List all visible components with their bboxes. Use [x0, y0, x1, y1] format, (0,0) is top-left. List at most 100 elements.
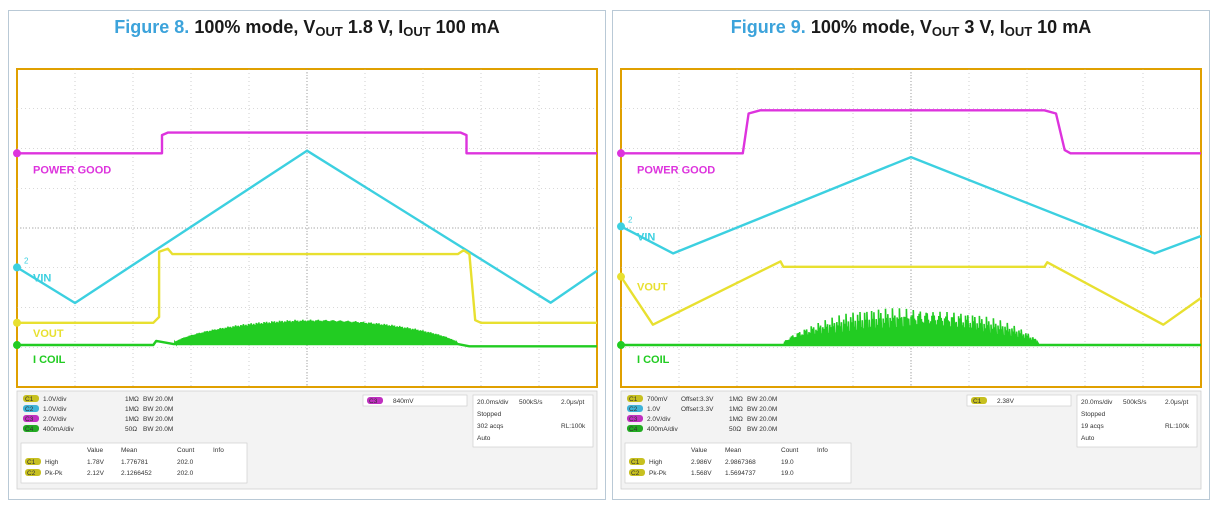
- timebase-tdiv: 20.0ms/div: [477, 399, 509, 406]
- trace-label: VOUT: [637, 282, 668, 294]
- figure-label: Figure 8.: [114, 17, 189, 37]
- channel-badge-text: C2: [25, 406, 34, 413]
- channel-bandwidth: BW 20.0M: [143, 426, 173, 433]
- channel-marker: [617, 341, 625, 349]
- channel-badge-text: C2: [629, 406, 638, 413]
- channel-marker-label: 2: [24, 256, 29, 265]
- trace-label: I COIL: [33, 354, 66, 366]
- oscilloscope-capture: POWER GOOD 2 VIN VOUT I COIL C1 700mV Offset:3.…: [617, 65, 1205, 493]
- figure-title: Figure 9. 100% mode, VOUT 3 V, IOUT 10 m…: [613, 17, 1209, 39]
- channel-offset: Offset:3.3V: [681, 406, 714, 413]
- timebase-res: 2.0μs/pt: [561, 399, 584, 406]
- measurement-channel-text: C1: [631, 459, 640, 466]
- measurement-name: Pk-Pk: [649, 470, 667, 477]
- measurement-name: High: [45, 459, 59, 466]
- measurement-header: Mean: [725, 447, 742, 454]
- channel-marker: [13, 263, 21, 271]
- timebase-state: Stopped: [1081, 411, 1106, 418]
- timebase-rate: 500kS/s: [1123, 399, 1147, 406]
- trace-label: POWER GOOD: [637, 164, 715, 176]
- measurement-mean: 2.9867368: [725, 459, 756, 466]
- measurement-mean: 1.5694737: [725, 470, 756, 477]
- title-part: 100% mode, V: [811, 17, 932, 37]
- measurement-mean: 1.776781: [121, 459, 148, 466]
- channel-scale: 1.0V/div: [43, 396, 67, 403]
- trace-label: POWER GOOD: [33, 164, 111, 176]
- measurement-header: Count: [781, 447, 799, 454]
- channel-marker: [13, 319, 21, 327]
- trigger-level: 2.38V: [997, 398, 1015, 405]
- channel-badge-text: C1: [629, 396, 638, 403]
- channel-scale: 700mV: [647, 396, 668, 403]
- channel-bandwidth: BW 20.0M: [747, 396, 777, 403]
- measurement-header: Mean: [121, 447, 138, 454]
- measurement-count: 202.0: [177, 459, 194, 466]
- channel-badge-text: C4: [25, 426, 34, 433]
- channel-impedance: 50Ω: [729, 426, 741, 433]
- channel-impedance: 1MΩ: [125, 406, 139, 413]
- figure-9: Figure 9. 100% mode, VOUT 3 V, IOUT 10 m…: [612, 10, 1210, 500]
- measurement-value: 1.568V: [691, 470, 712, 477]
- channel-impedance: 1MΩ: [729, 416, 743, 423]
- channel-bandwidth: BW 20.0M: [143, 396, 173, 403]
- channel-badge-text: C4: [629, 426, 638, 433]
- trace-label: VOUT: [33, 328, 64, 340]
- channel-impedance: 1MΩ: [729, 396, 743, 403]
- channel-bandwidth: BW 20.0M: [747, 416, 777, 423]
- channel-bandwidth: BW 20.0M: [143, 416, 173, 423]
- channel-offset: Offset:3.3V: [681, 396, 714, 403]
- channel-scale: 400mA/div: [647, 426, 678, 433]
- timebase-record-length: RL:100k: [1165, 423, 1190, 430]
- timebase-record-length: RL:100k: [561, 423, 586, 430]
- measurement-header: Value: [87, 447, 104, 454]
- channel-badge-text: C1: [25, 396, 34, 403]
- measurement-channel-text: C2: [27, 470, 36, 477]
- measurement-channel-text: C1: [27, 459, 36, 466]
- channel-impedance: 1MΩ: [729, 406, 743, 413]
- title-part: 100% mode, V: [194, 17, 315, 37]
- timebase-res: 2.0μs/pt: [1165, 399, 1188, 406]
- oscilloscope-capture: POWER GOOD 2 VIN VOUT I COIL C1 1.0V/div 1MΩ BW …: [13, 65, 601, 493]
- channel-marker-label: 2: [628, 215, 633, 224]
- title-subscript: OUT: [932, 24, 959, 39]
- trigger-channel-text: C1: [973, 398, 982, 405]
- trace-label: I COIL: [637, 354, 670, 366]
- measurement-value: 1.78V: [87, 459, 105, 466]
- measurement-name: Pk-Pk: [45, 470, 63, 477]
- figure-8: Figure 8. 100% mode, VOUT 1.8 V, IOUT 10…: [8, 10, 606, 500]
- measurement-mean: 2.1266452: [121, 470, 152, 477]
- title-part: 10 mA: [1032, 17, 1091, 37]
- figure-title: Figure 8. 100% mode, VOUT 1.8 V, IOUT 10…: [9, 17, 605, 39]
- trigger-level: 840mV: [393, 398, 414, 405]
- timebase-rate: 500kS/s: [519, 399, 543, 406]
- measurement-value: 2.12V: [87, 470, 105, 477]
- title-part: 100 mA: [431, 17, 500, 37]
- timebase-acqs: 19 acqs: [1081, 423, 1105, 430]
- channel-scale: 2.0V/div: [43, 416, 67, 423]
- timebase-tdiv: 20.0ms/div: [1081, 399, 1113, 406]
- measurement-channel-text: C2: [631, 470, 640, 477]
- trace-label: VIN: [33, 272, 51, 284]
- channel-scale: 2.0V/div: [647, 416, 671, 423]
- measurement-count: 19.0: [781, 470, 794, 477]
- measurement-value: 2.986V: [691, 459, 712, 466]
- trace-label: VIN: [637, 231, 655, 243]
- channel-marker: [13, 149, 21, 157]
- timebase-mode: Auto: [1081, 435, 1095, 442]
- figure-label: Figure 9.: [731, 17, 806, 37]
- channel-marker: [617, 149, 625, 157]
- channel-marker: [13, 341, 21, 349]
- channel-marker: [617, 222, 625, 230]
- title-part: 3 V, I: [959, 17, 1004, 37]
- channel-marker: [617, 273, 625, 281]
- measurement-header: Count: [177, 447, 195, 454]
- measurement-count: 19.0: [781, 459, 794, 466]
- channel-impedance: 50Ω: [125, 426, 137, 433]
- timebase-acqs: 302 acqs: [477, 423, 504, 430]
- timebase-mode: Auto: [477, 435, 491, 442]
- measurement-name: High: [649, 459, 663, 466]
- channel-badge-text: C3: [629, 416, 638, 423]
- title-subscript: OUT: [403, 24, 430, 39]
- title-part: 1.8 V, I: [343, 17, 403, 37]
- measurement-header: Info: [817, 447, 828, 454]
